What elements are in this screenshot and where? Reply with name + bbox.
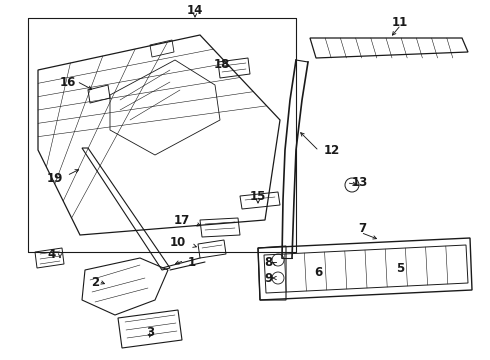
Text: 12: 12	[324, 144, 340, 157]
Text: 19: 19	[47, 171, 63, 184]
Text: 5: 5	[396, 261, 404, 274]
Text: 4: 4	[48, 248, 56, 261]
Text: 11: 11	[392, 15, 408, 28]
Text: 15: 15	[250, 190, 266, 203]
Text: 9: 9	[264, 271, 272, 284]
Text: 2: 2	[91, 275, 99, 288]
Text: 14: 14	[187, 4, 203, 17]
Text: 18: 18	[214, 58, 230, 72]
Text: 17: 17	[174, 213, 190, 226]
Text: 10: 10	[170, 237, 186, 249]
Text: 8: 8	[264, 256, 272, 270]
Text: 16: 16	[60, 76, 76, 89]
Text: 7: 7	[358, 221, 366, 234]
Text: 3: 3	[146, 325, 154, 338]
Text: 1: 1	[188, 256, 196, 269]
Text: 6: 6	[314, 266, 322, 279]
Text: 13: 13	[352, 176, 368, 189]
